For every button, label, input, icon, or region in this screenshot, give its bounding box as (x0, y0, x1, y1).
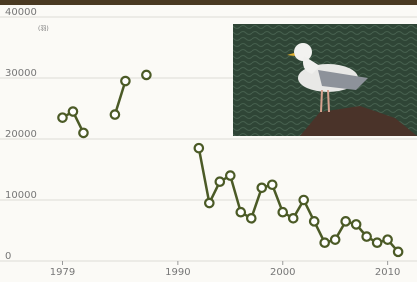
y-tick-label: 20000 (5, 129, 37, 140)
chart: (羽) 0 10000 20000 30000 40000 1979 1990 2000 201… (0, 0, 417, 282)
data-point (373, 239, 381, 247)
data-point (195, 144, 203, 152)
data-point (300, 196, 308, 204)
data-point (247, 214, 255, 222)
x-tick-label: 2010 (375, 267, 400, 278)
data-point (352, 220, 360, 228)
y-tick-label: 40000 (5, 7, 37, 18)
top-band (0, 0, 417, 5)
data-point (111, 110, 119, 118)
data-point (321, 239, 329, 247)
data-point (258, 184, 266, 192)
data-point (383, 235, 391, 243)
data-point (226, 171, 234, 179)
data-point (362, 232, 370, 240)
data-point (331, 235, 339, 243)
y-tick-label: 0 (5, 251, 11, 262)
data-point (69, 107, 77, 115)
photo (233, 24, 417, 136)
data-point (310, 217, 318, 225)
x-tick-label: 1979 (50, 267, 75, 278)
y-unit: (羽) (38, 26, 49, 33)
data-point (394, 248, 402, 256)
data-point (216, 178, 224, 186)
data-point (79, 129, 87, 137)
data-point (268, 181, 276, 189)
data-point (279, 208, 287, 216)
y-tick-label: 10000 (5, 190, 37, 201)
data-point (341, 217, 349, 225)
y-tick-label: 30000 (5, 68, 37, 79)
data-point (58, 113, 66, 121)
data-point (205, 199, 213, 207)
x-tick-label: 2000 (270, 267, 295, 278)
x-tick-label: 1990 (165, 267, 190, 278)
data-point (142, 71, 150, 79)
data-point (121, 77, 129, 85)
data-point (289, 214, 297, 222)
data-point (237, 208, 245, 216)
